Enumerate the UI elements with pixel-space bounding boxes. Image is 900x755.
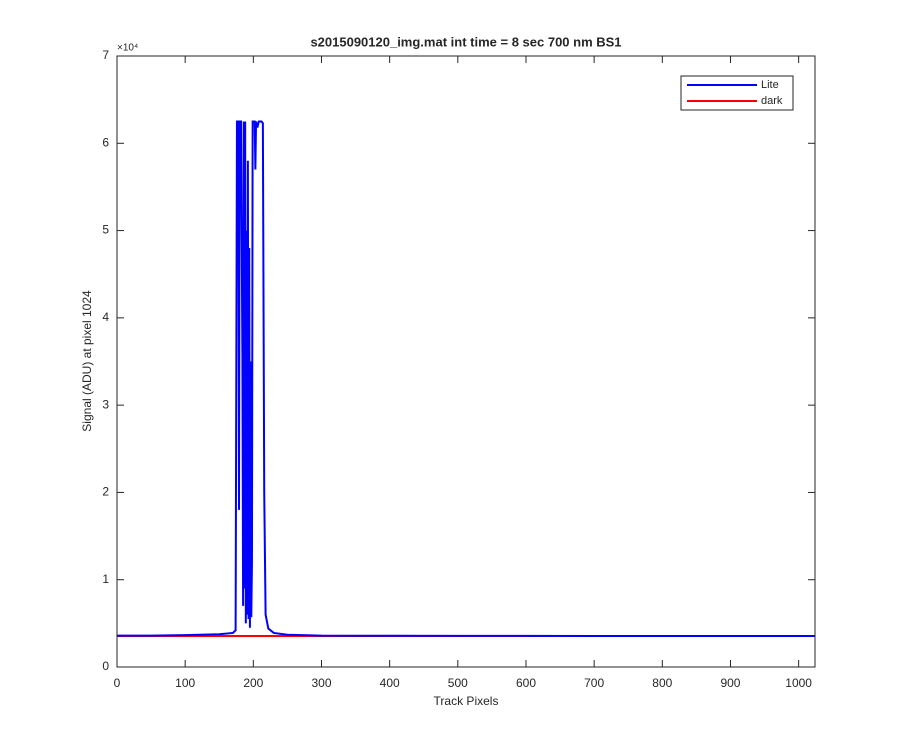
- x-tick-label: 0: [114, 676, 121, 690]
- x-tick-label: 1000: [785, 676, 812, 690]
- y-tick-label: 5: [102, 223, 109, 237]
- legend-box: [680, 75, 794, 111]
- legend-label: Lite: [761, 79, 779, 91]
- y-tick-label: 4: [102, 310, 109, 324]
- x-tick-label: 500: [448, 676, 468, 690]
- legend-label: dark: [761, 95, 783, 107]
- x-tick-label: 100: [175, 676, 195, 690]
- x-axis-label: Track Pixels: [434, 694, 499, 708]
- y-tick-label: 1: [102, 572, 109, 586]
- y-exponent: ×10⁴: [117, 43, 138, 54]
- x-tick-label: 600: [516, 676, 536, 690]
- x-tick-label: 700: [584, 676, 604, 690]
- x-tick-label: 200: [243, 676, 263, 690]
- y-tick-label: 3: [102, 397, 109, 411]
- x-tick-label: 800: [652, 676, 672, 690]
- y-axis-label: Signal (ADU) at pixel 1024: [80, 290, 94, 432]
- y-tick-label: 6: [102, 135, 109, 149]
- line-series: [117, 120, 815, 638]
- chart-title: s2015090120_img.mat int time = 8 sec 700…: [310, 34, 621, 49]
- y-tick-label: 7: [102, 48, 109, 62]
- x-tick-label: 900: [720, 676, 740, 690]
- x-tick-label: 400: [380, 676, 400, 690]
- x-tick-label: 300: [311, 676, 331, 690]
- y-tick-label: 2: [102, 485, 109, 499]
- y-tick-label: 0: [102, 659, 109, 673]
- plot-frame: [116, 55, 816, 668]
